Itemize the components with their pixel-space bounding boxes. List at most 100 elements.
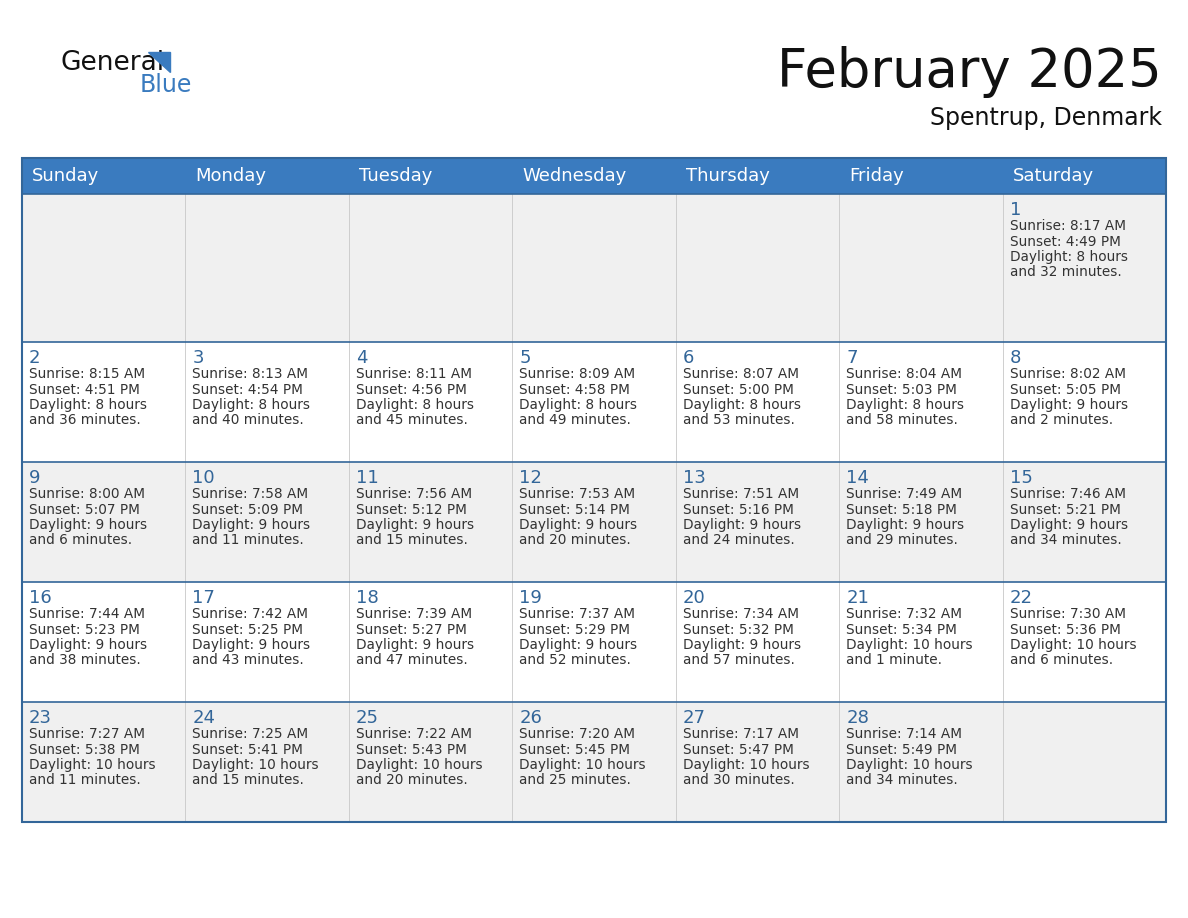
Text: 23: 23	[29, 709, 52, 727]
Text: Sunrise: 8:00 AM: Sunrise: 8:00 AM	[29, 487, 145, 501]
Text: Sunrise: 8:04 AM: Sunrise: 8:04 AM	[846, 367, 962, 381]
Text: 13: 13	[683, 469, 706, 487]
Text: and 20 minutes.: and 20 minutes.	[356, 774, 468, 788]
Text: Daylight: 9 hours: Daylight: 9 hours	[1010, 398, 1127, 412]
Text: Sunset: 5:43 PM: Sunset: 5:43 PM	[356, 743, 467, 756]
Text: and 45 minutes.: and 45 minutes.	[356, 413, 468, 428]
Text: 6: 6	[683, 349, 694, 367]
Text: Wednesday: Wednesday	[523, 167, 626, 185]
Text: 5: 5	[519, 349, 531, 367]
Text: 12: 12	[519, 469, 542, 487]
Text: Daylight: 9 hours: Daylight: 9 hours	[29, 638, 147, 652]
Text: Daylight: 9 hours: Daylight: 9 hours	[356, 518, 474, 532]
Text: Sunrise: 8:13 AM: Sunrise: 8:13 AM	[192, 367, 309, 381]
Text: 9: 9	[29, 469, 40, 487]
Text: Sunset: 5:18 PM: Sunset: 5:18 PM	[846, 502, 958, 517]
Text: Daylight: 8 hours: Daylight: 8 hours	[192, 398, 310, 412]
Text: and 15 minutes.: and 15 minutes.	[356, 533, 468, 547]
Text: Sunrise: 7:14 AM: Sunrise: 7:14 AM	[846, 727, 962, 741]
Text: Blue: Blue	[140, 73, 192, 97]
Text: Sunset: 5:00 PM: Sunset: 5:00 PM	[683, 383, 794, 397]
Text: Daylight: 9 hours: Daylight: 9 hours	[519, 638, 638, 652]
Text: Daylight: 9 hours: Daylight: 9 hours	[519, 518, 638, 532]
Text: 15: 15	[1010, 469, 1032, 487]
Text: and 43 minutes.: and 43 minutes.	[192, 654, 304, 667]
Text: Sunset: 4:58 PM: Sunset: 4:58 PM	[519, 383, 630, 397]
Text: Daylight: 9 hours: Daylight: 9 hours	[846, 518, 965, 532]
Bar	[23, 342, 1165, 462]
Text: 14: 14	[846, 469, 868, 487]
Text: 10: 10	[192, 469, 215, 487]
Text: 18: 18	[356, 589, 379, 607]
Text: Sunset: 5:45 PM: Sunset: 5:45 PM	[519, 743, 631, 756]
Text: Sunset: 5:12 PM: Sunset: 5:12 PM	[356, 502, 467, 517]
Text: Sunset: 5:14 PM: Sunset: 5:14 PM	[519, 502, 630, 517]
Bar	[23, 702, 1165, 822]
Text: Daylight: 9 hours: Daylight: 9 hours	[683, 638, 801, 652]
Text: Sunrise: 7:44 AM: Sunrise: 7:44 AM	[29, 607, 145, 621]
Text: Sunday: Sunday	[32, 167, 100, 185]
Bar	[676, 158, 839, 194]
Text: and 49 minutes.: and 49 minutes.	[519, 413, 631, 428]
Text: 24: 24	[192, 709, 215, 727]
Text: Sunset: 5:27 PM: Sunset: 5:27 PM	[356, 622, 467, 636]
Text: Sunset: 5:36 PM: Sunset: 5:36 PM	[1010, 622, 1120, 636]
Text: and 6 minutes.: and 6 minutes.	[29, 533, 132, 547]
Text: and 52 minutes.: and 52 minutes.	[519, 654, 631, 667]
Text: Sunset: 5:25 PM: Sunset: 5:25 PM	[192, 622, 303, 636]
Text: Daylight: 8 hours: Daylight: 8 hours	[846, 398, 965, 412]
Text: Sunrise: 7:34 AM: Sunrise: 7:34 AM	[683, 607, 798, 621]
Text: Friday: Friday	[849, 167, 904, 185]
Bar	[23, 158, 185, 194]
Text: Sunset: 5:49 PM: Sunset: 5:49 PM	[846, 743, 958, 756]
Text: Daylight: 10 hours: Daylight: 10 hours	[683, 758, 809, 772]
Text: and 53 minutes.: and 53 minutes.	[683, 413, 795, 428]
Text: Sunrise: 7:27 AM: Sunrise: 7:27 AM	[29, 727, 145, 741]
Text: Daylight: 9 hours: Daylight: 9 hours	[356, 638, 474, 652]
Text: Daylight: 9 hours: Daylight: 9 hours	[683, 518, 801, 532]
Text: Daylight: 10 hours: Daylight: 10 hours	[846, 638, 973, 652]
Text: and 20 minutes.: and 20 minutes.	[519, 533, 631, 547]
Text: 20: 20	[683, 589, 706, 607]
Text: Daylight: 10 hours: Daylight: 10 hours	[1010, 638, 1136, 652]
Text: and 2 minutes.: and 2 minutes.	[1010, 413, 1113, 428]
Bar	[23, 194, 1165, 342]
Text: and 15 minutes.: and 15 minutes.	[192, 774, 304, 788]
Text: February 2025: February 2025	[777, 46, 1162, 98]
Text: and 57 minutes.: and 57 minutes.	[683, 654, 795, 667]
Bar	[349, 158, 512, 194]
Text: and 34 minutes.: and 34 minutes.	[1010, 533, 1121, 547]
Text: Daylight: 10 hours: Daylight: 10 hours	[29, 758, 156, 772]
Bar	[185, 158, 349, 194]
Text: Monday: Monday	[196, 167, 266, 185]
Text: and 38 minutes.: and 38 minutes.	[29, 654, 140, 667]
Text: Sunset: 5:21 PM: Sunset: 5:21 PM	[1010, 502, 1120, 517]
Text: and 25 minutes.: and 25 minutes.	[519, 774, 631, 788]
Text: Thursday: Thursday	[685, 167, 770, 185]
Text: Daylight: 8 hours: Daylight: 8 hours	[519, 398, 637, 412]
Text: Daylight: 10 hours: Daylight: 10 hours	[356, 758, 482, 772]
Bar	[23, 582, 1165, 702]
Text: Daylight: 8 hours: Daylight: 8 hours	[1010, 250, 1127, 264]
Bar	[23, 462, 1165, 582]
Text: 16: 16	[29, 589, 52, 607]
Text: Sunrise: 8:07 AM: Sunrise: 8:07 AM	[683, 367, 798, 381]
Text: Daylight: 9 hours: Daylight: 9 hours	[192, 638, 310, 652]
Text: and 1 minute.: and 1 minute.	[846, 654, 942, 667]
Text: Sunset: 5:38 PM: Sunset: 5:38 PM	[29, 743, 140, 756]
Text: Daylight: 8 hours: Daylight: 8 hours	[356, 398, 474, 412]
Text: Sunrise: 7:49 AM: Sunrise: 7:49 AM	[846, 487, 962, 501]
Text: Daylight: 9 hours: Daylight: 9 hours	[1010, 518, 1127, 532]
Text: Sunrise: 7:58 AM: Sunrise: 7:58 AM	[192, 487, 309, 501]
Text: Sunset: 5:03 PM: Sunset: 5:03 PM	[846, 383, 958, 397]
Text: General: General	[61, 50, 164, 76]
Text: Sunset: 5:32 PM: Sunset: 5:32 PM	[683, 622, 794, 636]
Text: 8: 8	[1010, 349, 1020, 367]
Text: Sunrise: 7:42 AM: Sunrise: 7:42 AM	[192, 607, 309, 621]
Text: Sunset: 5:29 PM: Sunset: 5:29 PM	[519, 622, 631, 636]
Text: Sunrise: 7:22 AM: Sunrise: 7:22 AM	[356, 727, 472, 741]
Text: 3: 3	[192, 349, 204, 367]
Text: Sunset: 4:56 PM: Sunset: 4:56 PM	[356, 383, 467, 397]
Text: Sunrise: 8:17 AM: Sunrise: 8:17 AM	[1010, 219, 1125, 233]
Text: Sunset: 4:49 PM: Sunset: 4:49 PM	[1010, 234, 1120, 249]
